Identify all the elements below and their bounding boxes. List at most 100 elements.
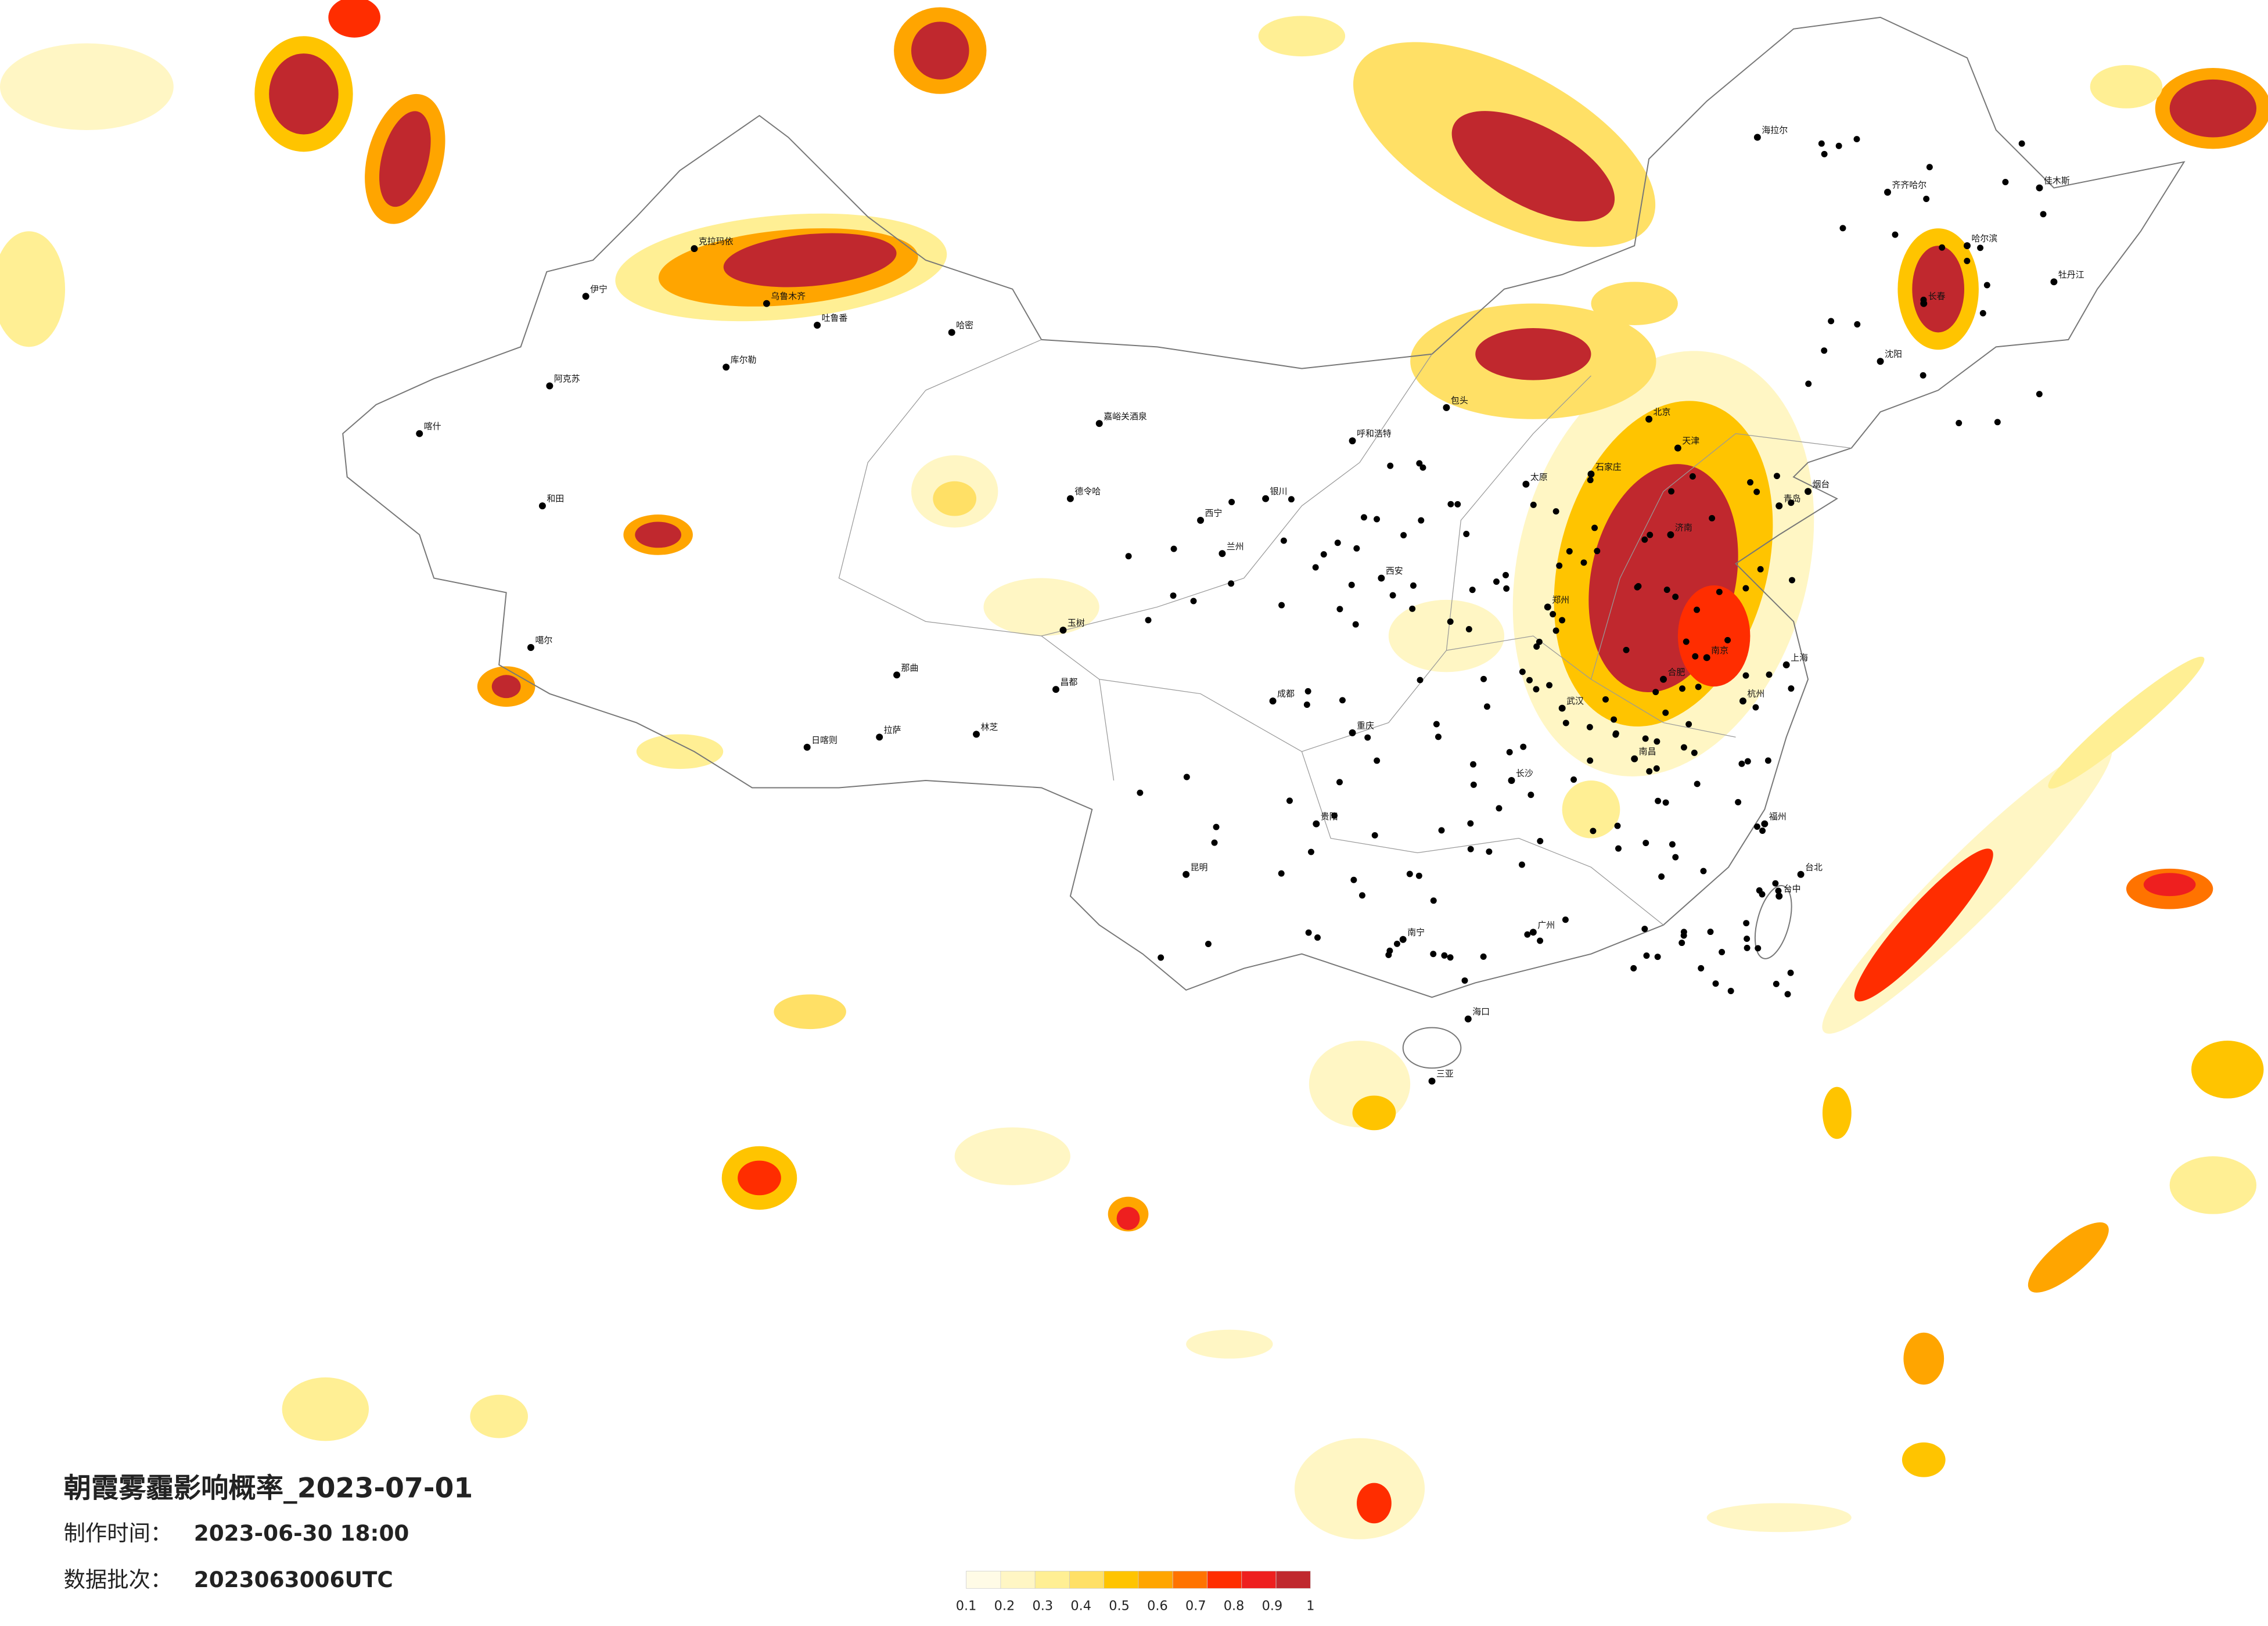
city-dot xyxy=(1508,777,1515,784)
city-dot xyxy=(1358,892,1365,899)
haze-patch xyxy=(1186,1329,1273,1359)
city-dot xyxy=(1742,585,1749,592)
city-dot xyxy=(1447,954,1454,961)
city-dot xyxy=(1059,627,1067,634)
haze-patch xyxy=(983,578,1099,636)
city-dot xyxy=(1190,598,1197,605)
city-label: 福州 xyxy=(1769,811,1787,822)
haze-patch xyxy=(1903,1332,1944,1385)
city-dot xyxy=(1524,931,1531,938)
city-dot xyxy=(1546,682,1553,689)
colorbar: 0.1 0.2 0.3 0.4 0.5 0.6 0.7 0.8 0.9 1 xyxy=(956,1571,1314,1614)
city-dot xyxy=(1410,582,1417,589)
city-dot xyxy=(1580,559,1587,566)
city-dot xyxy=(1612,730,1619,737)
city-label: 台北 xyxy=(1805,862,1823,872)
city-dot xyxy=(1506,749,1513,756)
city-dot xyxy=(1399,936,1407,943)
city-dot xyxy=(1415,872,1422,879)
city-dot xyxy=(1738,760,1745,767)
city-dot xyxy=(1095,420,1103,427)
city-dot xyxy=(1533,686,1540,693)
city-dot xyxy=(1353,545,1360,552)
colorbar-label: 0.5 xyxy=(1109,1599,1130,1614)
city-dot xyxy=(2040,211,2047,218)
city-dot xyxy=(1635,583,1642,589)
city-dot xyxy=(1773,473,1780,480)
city-dot xyxy=(1374,757,1381,764)
city-dot xyxy=(1438,827,1445,834)
haze-patch xyxy=(1352,1095,1396,1131)
city-dot xyxy=(1441,952,1448,959)
city-dot xyxy=(1739,697,1746,705)
city-dot xyxy=(1654,954,1661,961)
haze-patch xyxy=(2169,1156,2257,1214)
haze-patch xyxy=(1116,1207,1140,1231)
city-label: 银川 xyxy=(1270,486,1288,497)
city-dot xyxy=(1590,828,1597,834)
city-dot xyxy=(1550,611,1557,618)
colorbar-label: 0.4 xyxy=(1070,1599,1091,1614)
city-label: 德令哈 xyxy=(1074,486,1101,497)
city-label: 南昌 xyxy=(1639,746,1656,757)
city-dot xyxy=(1470,761,1476,768)
colorbar-label: 0.3 xyxy=(1033,1599,1054,1614)
haze-patch xyxy=(1912,246,1965,333)
city-dot xyxy=(1334,539,1341,546)
city-dot xyxy=(1182,870,1190,878)
city-dot xyxy=(1430,951,1437,958)
city-dot xyxy=(1818,140,1825,147)
city-label: 吐鲁番 xyxy=(822,313,848,323)
city-dot xyxy=(1689,473,1696,480)
city-dot xyxy=(1533,643,1540,650)
haze-patch xyxy=(1706,1503,1852,1533)
city-dot xyxy=(1158,954,1164,961)
city-dot xyxy=(1386,947,1393,954)
city-dot xyxy=(1853,136,1860,143)
city-dot xyxy=(1744,936,1751,942)
city-dot xyxy=(1219,550,1226,557)
city-dot xyxy=(1433,721,1440,728)
city-label: 昌都 xyxy=(1060,677,1077,688)
haze-layer xyxy=(0,0,2268,1539)
city-dot xyxy=(1719,948,1726,955)
city-dot xyxy=(1470,781,1477,788)
haze-patch xyxy=(1591,282,1678,325)
city-dot xyxy=(1643,952,1650,959)
haze-patch xyxy=(635,521,681,548)
city-dot xyxy=(1655,797,1662,804)
hainan-outline xyxy=(1402,1027,1462,1069)
city-dot xyxy=(1680,744,1687,751)
city-dot xyxy=(1587,470,1595,478)
city-dot xyxy=(1435,733,1442,740)
city-dot xyxy=(1660,675,1667,683)
city-dot xyxy=(1503,585,1510,592)
city-dot xyxy=(1066,495,1074,502)
city-dot xyxy=(1371,832,1378,839)
city-dot xyxy=(2036,391,2043,398)
city-dot xyxy=(1269,697,1277,705)
city-dot xyxy=(814,322,821,329)
city-dot xyxy=(1529,929,1537,936)
city-dot xyxy=(1641,536,1648,543)
city-dot xyxy=(1652,689,1659,696)
haze-patch xyxy=(379,111,431,207)
colorbar-label: 0.8 xyxy=(1224,1599,1245,1614)
city-dot xyxy=(1530,501,1537,508)
city-label: 长沙 xyxy=(1516,768,1533,779)
city-label: 噶尔 xyxy=(535,635,552,646)
city-dot xyxy=(1137,789,1144,796)
city-dot xyxy=(1527,792,1534,798)
city-dot xyxy=(1278,870,1285,877)
city-dot xyxy=(1691,749,1698,756)
haze-patch xyxy=(1822,1087,1852,1139)
city-dot xyxy=(973,731,980,738)
city-dot xyxy=(1170,592,1177,599)
haze-patch xyxy=(774,994,846,1030)
city-dot xyxy=(1360,514,1367,521)
city-dot xyxy=(1447,501,1454,508)
city-dot xyxy=(1775,893,1783,900)
city-dot xyxy=(546,382,553,390)
haze-patch xyxy=(1258,16,1346,57)
